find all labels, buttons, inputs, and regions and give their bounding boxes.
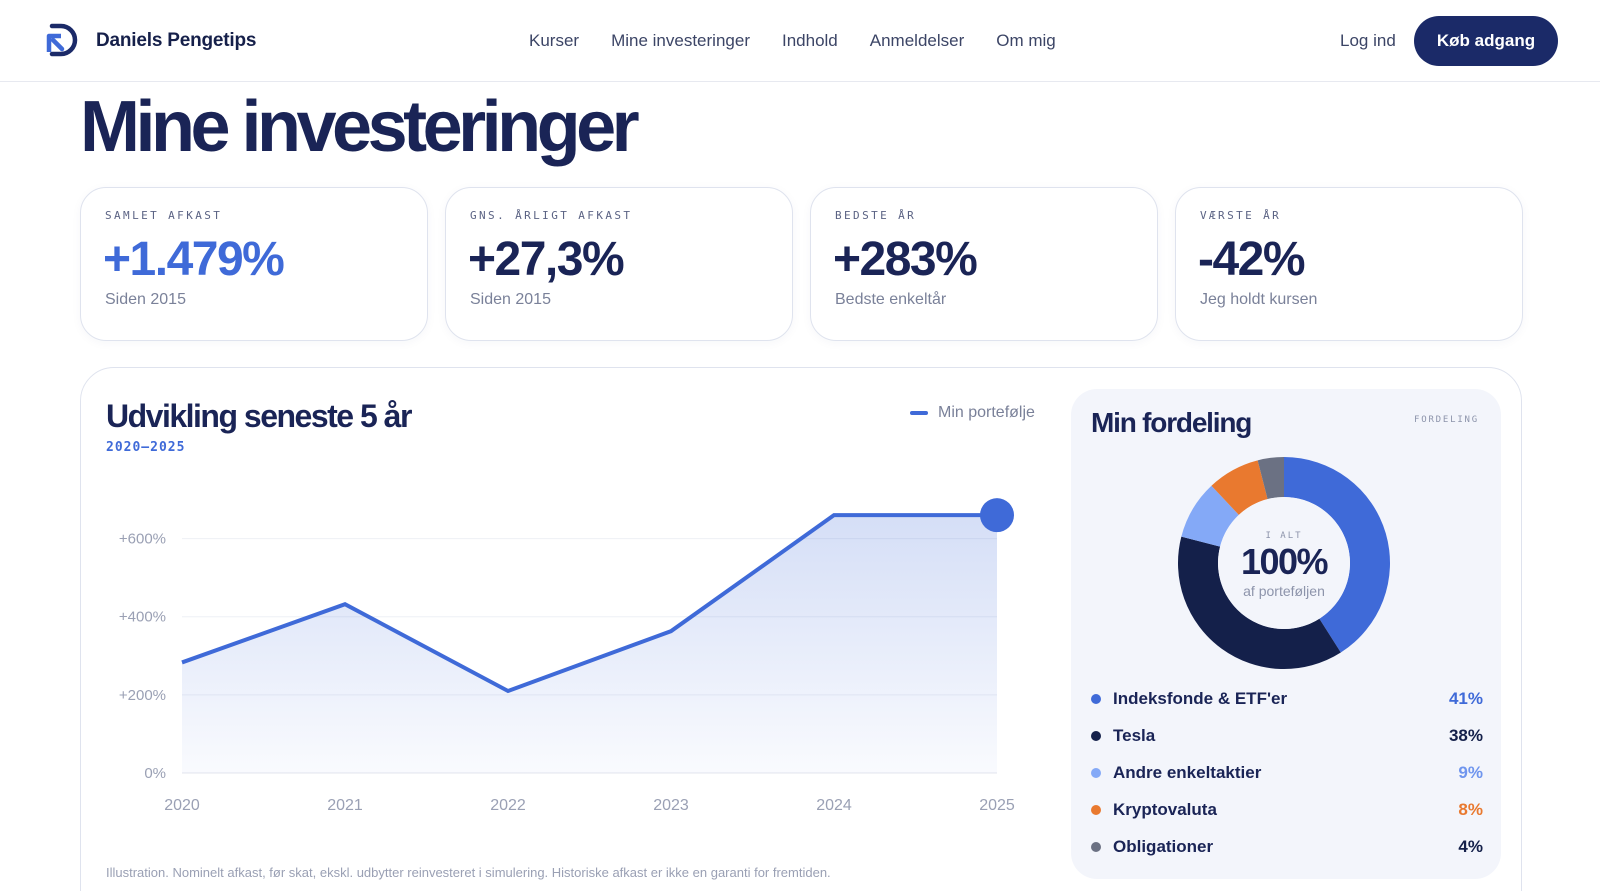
donut-slice bbox=[1257, 457, 1284, 500]
allocation-dot bbox=[1091, 730, 1101, 741]
allocation-dot bbox=[1091, 804, 1101, 815]
x-tick-label: 2022 bbox=[490, 797, 526, 814]
stat-subtext: Bedste enkeltår bbox=[835, 291, 947, 308]
x-tick-label: 2025 bbox=[979, 797, 1015, 814]
allocation-dot bbox=[1091, 841, 1101, 852]
stat-label: BEDSTE ÅR bbox=[835, 209, 917, 222]
allocation-tag: FORDELING bbox=[1414, 415, 1479, 425]
nav-link-indhold[interactable]: Indhold bbox=[781, 31, 838, 50]
stat-value: -42% bbox=[1198, 233, 1306, 286]
stat-subtext: Jeg holdt kursen bbox=[1200, 291, 1318, 308]
donut-hole bbox=[1218, 497, 1350, 629]
allocation-donut-chart bbox=[1178, 457, 1390, 669]
allocation-item: Kryptovaluta 8% bbox=[1091, 791, 1483, 828]
allocation-pct: 41% bbox=[1448, 688, 1483, 708]
y-tick-label: +400% bbox=[119, 609, 166, 626]
stat-subtext: Siden 2015 bbox=[105, 291, 186, 308]
legend-label: Min portefølje bbox=[938, 404, 1035, 421]
stat-card-total-return: SAMLET AFKAST +1.479% Siden 2015 bbox=[80, 187, 428, 341]
allocation-title: Min fordeling bbox=[1091, 407, 1252, 438]
allocation-pct: 4% bbox=[1458, 836, 1483, 856]
stat-subtext: Siden 2015 bbox=[470, 291, 551, 308]
y-tick-label: 0% bbox=[144, 765, 166, 782]
allocation-item: Indeksfonde & ETF'er 41% bbox=[1091, 680, 1483, 717]
allocation-name: Tesla bbox=[1113, 725, 1156, 745]
chart-disclaimer: Illustration. Nominelt afkast, før skat,… bbox=[106, 865, 831, 880]
allocation-pct: 9% bbox=[1458, 762, 1483, 782]
chart-legend: Min portefølje bbox=[910, 404, 1035, 422]
allocation-pct: 8% bbox=[1458, 799, 1483, 819]
allocation-name: Kryptovaluta bbox=[1113, 799, 1217, 819]
nav-links: Kurser Mine investeringer Indhold Anmeld… bbox=[529, 31, 1088, 51]
x-tick-label: 2020 bbox=[164, 797, 200, 814]
allocation-pct: 38% bbox=[1448, 725, 1483, 745]
allocation-dot bbox=[1091, 693, 1101, 704]
nav-link-anmeldelser[interactable]: Anmeldelser bbox=[869, 31, 965, 50]
y-tick-label: +200% bbox=[119, 687, 166, 704]
donut-center: I ALT 100% af porteføljen bbox=[1176, 455, 1392, 671]
allocation-name: Obligationer bbox=[1113, 836, 1214, 856]
stat-value: +27,3% bbox=[468, 233, 625, 286]
allocation-card: Min fordeling FORDELING I ALT 100% af po… bbox=[1071, 389, 1501, 879]
allocation-name: Andre enkeltaktier bbox=[1113, 762, 1262, 782]
legend-swatch bbox=[910, 411, 928, 415]
donut-slice bbox=[1178, 536, 1341, 669]
x-tick-label: 2023 bbox=[653, 797, 689, 814]
brand-name[interactable]: Daniels Pengetips bbox=[96, 30, 257, 51]
donut-slice bbox=[1284, 457, 1390, 653]
top-navbar: Daniels Pengetips Kurser Mine investerin… bbox=[0, 0, 1600, 82]
nav-link-om-mig[interactable]: Om mig bbox=[996, 31, 1056, 50]
brand-logo-icon[interactable] bbox=[46, 22, 78, 58]
donut-center-subtext: af porteføljen bbox=[1243, 583, 1325, 599]
stat-value: +283% bbox=[833, 233, 978, 286]
chart-area-fill bbox=[182, 515, 997, 773]
donut-slice bbox=[1181, 485, 1239, 547]
y-tick-label: +600% bbox=[119, 531, 166, 548]
chart-title: Udvikling seneste 5 år bbox=[106, 398, 412, 434]
chart-end-point-marker[interactable] bbox=[980, 498, 1014, 533]
allocation-list: Indeksfonde & ETF'er 41% Tesla 38% Andre… bbox=[1091, 680, 1483, 865]
allocation-item: Andre enkeltaktier 9% bbox=[1091, 754, 1483, 791]
chart-range: 2020–2025 bbox=[106, 440, 186, 455]
nav-link-kurser[interactable]: Kurser bbox=[529, 31, 580, 50]
donut-center-label: I ALT bbox=[1265, 531, 1303, 541]
stat-value: +1.479% bbox=[103, 233, 285, 286]
donut-center-value: 100% bbox=[1240, 541, 1329, 582]
allocation-item: Obligationer 4% bbox=[1091, 828, 1483, 865]
login-link[interactable]: Log ind bbox=[1340, 31, 1396, 50]
x-tick-label: 2024 bbox=[816, 797, 852, 814]
donut-slice bbox=[1211, 460, 1268, 515]
allocation-item: Tesla 38% bbox=[1091, 717, 1483, 754]
buy-access-button[interactable]: Køb adgang bbox=[1414, 16, 1558, 66]
stat-label: SAMLET AFKAST bbox=[105, 209, 223, 222]
allocation-name: Indeksfonde & ETF'er bbox=[1113, 688, 1288, 708]
portfolio-line-chart: 0% +200% +400% +600% 2020 2021 2022 2023 2024 20… bbox=[119, 498, 1015, 814]
stat-label: VÆRSTE ÅR bbox=[1200, 209, 1282, 222]
nav-link-mine-investeringer[interactable]: Mine investeringer bbox=[611, 31, 750, 50]
stat-card-avg-annual-return: GNS. ÅRLIGT AFKAST +27,3% Siden 2015 bbox=[445, 187, 793, 341]
stat-card-best-year: BEDSTE ÅR +283% Bedste enkeltår bbox=[810, 187, 1158, 341]
x-tick-label: 2021 bbox=[327, 797, 363, 814]
allocation-dot bbox=[1091, 767, 1101, 778]
stat-label: GNS. ÅRLIGT AFKAST bbox=[470, 209, 633, 222]
page-title: Mine investeringer bbox=[80, 87, 640, 167]
chart-series-line bbox=[181, 513, 997, 694]
stat-card-worst-year: VÆRSTE ÅR -42% Jeg holdt kursen bbox=[1175, 187, 1523, 341]
